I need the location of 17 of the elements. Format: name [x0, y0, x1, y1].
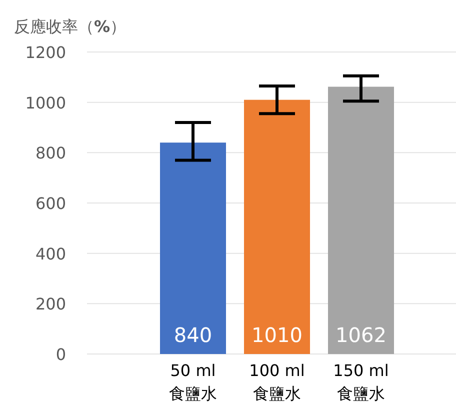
bar	[160, 142, 226, 354]
x-tick-label: 100 ml 食鹽水	[249, 361, 305, 402]
y-tick-label: 1200	[25, 43, 66, 62]
y-tick-label: 1000	[25, 93, 66, 112]
x-tick-label: 50 ml 食鹽水	[169, 361, 217, 402]
data-label: 1062	[336, 323, 386, 347]
data-label: 1010	[252, 323, 302, 347]
data-label: 840	[174, 323, 212, 347]
bar	[244, 100, 310, 354]
bar	[328, 86, 394, 354]
y-axis-title: 反應收率（%）	[14, 17, 126, 36]
y-tick-label: 600	[35, 194, 66, 213]
y-tick-label: 200	[35, 294, 66, 314]
x-tick-label: 150 ml 食鹽水	[333, 361, 389, 402]
y-tick-label: 400	[35, 244, 66, 264]
y-tick-label: 800	[35, 144, 66, 163]
y-tick-label: 0	[56, 345, 66, 364]
